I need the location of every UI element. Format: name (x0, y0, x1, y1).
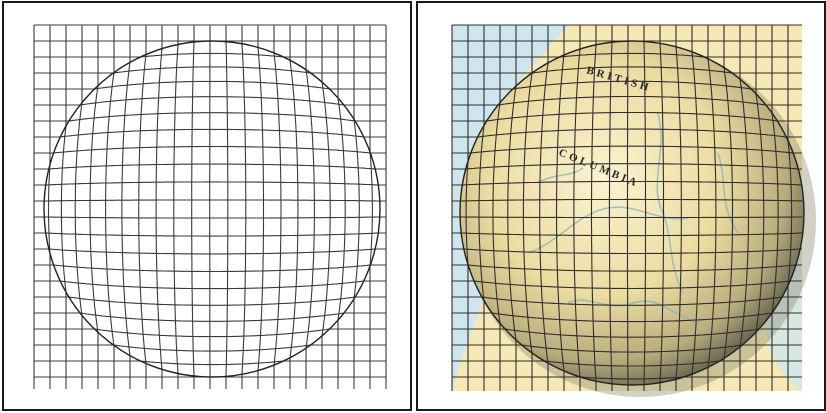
grid-vertical-line (787, 25, 793, 391)
grid-horizontal-line (34, 232, 386, 237)
grid-horizontal-line (34, 280, 386, 290)
grid-horizontal-line (452, 216, 803, 219)
grid-horizontal-line (452, 80, 802, 90)
map-river (567, 299, 699, 324)
grid-horizontal-line (34, 296, 386, 306)
grid-horizontal-line (34, 112, 386, 122)
grid-vertical-line (465, 25, 469, 391)
grid-horizontal-line (452, 264, 802, 272)
grid-horizontal-line (34, 128, 386, 138)
panel-textured-sphere: BRITISH COLUMBIA (416, 1, 826, 411)
map-water-area (452, 25, 568, 391)
grid-horizontal-line (452, 248, 802, 255)
grid-vertical-line (321, 25, 331, 389)
grid-vertical-line (121, 25, 131, 389)
grid-horizontal-line (34, 312, 386, 322)
grid-vertical-line (771, 25, 779, 391)
grid-vertical-line (74, 25, 83, 389)
grid-horizontal-line (452, 328, 802, 338)
grid-vertical-line (492, 25, 501, 391)
grid-vertical-line (522, 25, 533, 391)
grid-horizontal-line (452, 95, 802, 106)
grid-horizontal-line (34, 328, 386, 338)
grid-horizontal-line (34, 248, 386, 255)
grid-horizontal-line (452, 344, 802, 353)
grid-horizontal-line (34, 181, 386, 186)
grid-vertical-line (47, 25, 51, 389)
grid-vertical-line (659, 25, 665, 391)
grid-vertical-line (539, 25, 549, 391)
grid-vertical-line (369, 25, 373, 389)
grid-vertical-line (573, 25, 581, 391)
grid-horizontal-line (452, 198, 803, 202)
grid-horizontal-line (452, 376, 802, 380)
grid-vertical-line (155, 25, 163, 389)
grid-horizontal-line (452, 280, 802, 290)
grid-vertical-line (626, 25, 629, 391)
grid-horizontal-line (34, 52, 386, 58)
grid-horizontal-line (34, 199, 386, 202)
panel-background (4, 3, 410, 409)
grid-vertical-line (273, 25, 282, 389)
grid-vertical-line (191, 25, 195, 389)
textured-sphere (460, 41, 804, 385)
grid-vertical-line (353, 25, 360, 389)
grid-horizontal-line (34, 66, 386, 74)
distorted-grid-right (451, 24, 805, 391)
grid-horizontal-line (452, 312, 802, 323)
textured-sphere-diagram: BRITISH COLUMBIA (451, 24, 816, 397)
panel-wireframe-sphere (2, 1, 412, 411)
grid-horizontal-line (34, 96, 386, 106)
grid-vertical-line (691, 25, 700, 391)
grid-vertical-line (337, 25, 346, 389)
grid-vertical-line (289, 25, 299, 389)
grid-vertical-line (675, 25, 682, 391)
grid-vertical-line (225, 25, 229, 389)
grid-horizontal-line (452, 66, 802, 74)
grid-horizontal-line (452, 232, 803, 237)
grid-vertical-line (643, 25, 647, 391)
grid-vertical-line (723, 25, 734, 391)
grid-horizontal-line (452, 180, 803, 186)
grid-vertical-line (478, 25, 485, 391)
grid-vertical-line (707, 25, 717, 391)
grid-vertical-line (241, 25, 247, 389)
grid-horizontal-line (452, 145, 802, 154)
grid-horizontal-line (452, 128, 802, 138)
grid-horizontal-line (34, 344, 386, 352)
grid-vertical-line (257, 25, 265, 389)
grid-vertical-line (105, 25, 115, 389)
sphere-outline (459, 40, 805, 386)
grid-horizontal-line (34, 80, 386, 90)
grid-vertical-line (173, 25, 179, 389)
grid-vertical-line (739, 25, 750, 391)
grid-horizontal-line (452, 163, 802, 170)
grid-vertical-line (555, 25, 565, 391)
wireframe-sphere-diagram (4, 3, 410, 409)
grid-horizontal-line (452, 296, 802, 306)
grid-vertical-line (60, 25, 67, 389)
grid-horizontal-line (34, 145, 386, 154)
grid-vertical-line (755, 25, 765, 391)
grid-horizontal-line (34, 264, 386, 273)
map-river (537, 167, 584, 184)
grid-horizontal-line (452, 360, 802, 367)
grid-vertical-line (590, 25, 597, 391)
grid-vertical-line (138, 25, 147, 389)
grid-horizontal-line (34, 216, 386, 219)
grid-horizontal-line (34, 360, 386, 366)
grid-vertical-line (305, 25, 315, 389)
grid-vertical-line (608, 25, 613, 391)
grid-horizontal-line (34, 163, 386, 170)
grid-horizontal-line (452, 52, 802, 58)
grid-horizontal-line (452, 111, 802, 122)
sphere-outline (43, 40, 381, 378)
